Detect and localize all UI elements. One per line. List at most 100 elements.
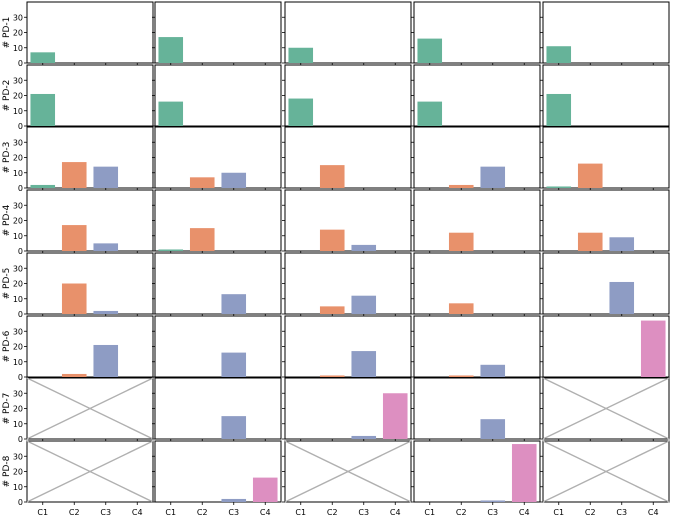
panel-r4-c2 <box>152 189 282 254</box>
x-tick-label-c2: C2 <box>327 508 338 517</box>
bar-c3 <box>351 295 377 314</box>
row-label-1: # PD-1 <box>2 17 12 49</box>
row-label-6: # PD-6 <box>2 330 12 362</box>
bar-c2 <box>319 375 345 377</box>
panel-r4-c4 <box>411 189 541 254</box>
bar-c1 <box>288 98 314 126</box>
panel-r3-c4 <box>411 126 541 191</box>
panel-r4-c3 <box>282 189 412 254</box>
x-tick-label-c4: C4 <box>132 508 143 517</box>
panel-frame <box>413 377 541 440</box>
panel-r7-c5 <box>540 377 670 442</box>
bar-c4 <box>252 477 278 502</box>
panel-r2-c2 <box>152 64 282 129</box>
x-tick-label-c1: C1 <box>553 508 564 517</box>
panel-frame <box>284 315 412 378</box>
empty-panel-cross <box>26 440 154 503</box>
bar-c2 <box>61 162 87 188</box>
row-label-2: # PD-2 <box>2 80 12 112</box>
panel-frame <box>284 126 412 189</box>
y-tick-label: 20 <box>13 92 23 101</box>
y-tick-label: 30 <box>13 201 23 210</box>
x-tick-label-c1: C1 <box>37 508 48 517</box>
y-tick-label: 10 <box>13 483 23 492</box>
bar-c3 <box>221 498 247 502</box>
panel-r7-c2 <box>152 377 282 442</box>
row-labels: # PD-1 # PD-2 # PD-3 # PD-4 # PD-5 # PD-6 # PD… <box>2 17 12 488</box>
panel-frame <box>154 126 282 189</box>
panel-r1-c2 <box>152 1 282 66</box>
panel-r5-c5 <box>540 252 670 317</box>
panel-frame <box>413 315 541 378</box>
bar-c3 <box>221 416 247 439</box>
y-tick-label: 10 <box>13 232 23 241</box>
y-tick-label: 10 <box>13 295 23 304</box>
panel-r4-c5 <box>540 189 670 254</box>
x-tick-label-c4: C4 <box>648 508 659 517</box>
panel-r7-c3 <box>282 377 412 442</box>
bar-c3 <box>351 435 377 439</box>
panel-frame <box>154 189 282 252</box>
panel-r8-c2 <box>152 440 282 505</box>
panel-frame <box>542 189 670 252</box>
panel-r1-c5 <box>540 1 670 66</box>
bar-c2 <box>448 303 474 314</box>
x-tick-label-c3: C3 <box>487 508 498 517</box>
x-tick-label-c4: C4 <box>519 508 530 517</box>
row-label-4: # PD-4 <box>2 204 12 236</box>
bar-c1 <box>417 38 443 63</box>
bar-c1 <box>30 184 56 188</box>
y-tick-label: 0 <box>18 310 23 319</box>
bar-c3 <box>93 166 119 188</box>
panel-frame <box>26 252 154 315</box>
y-tick-label: 30 <box>13 76 23 85</box>
empty-panel-cross <box>542 440 670 503</box>
panel-frame <box>413 126 541 189</box>
panel-r7-c1 <box>24 377 154 442</box>
panel-frame <box>26 189 154 252</box>
y-tick-label: 30 <box>13 13 23 22</box>
panel-r1-c3 <box>282 1 412 66</box>
y-tick-label: 20 <box>13 29 23 38</box>
panel-r1-c4 <box>411 1 541 66</box>
y-tick-label: 20 <box>13 343 23 352</box>
panel-r8-c4 <box>411 440 541 505</box>
row-label-5: # PD-5 <box>2 268 12 300</box>
empty-panel-cross <box>542 377 670 440</box>
y-tick-label: 10 <box>13 420 23 429</box>
y-tick-label: 20 <box>13 280 23 289</box>
x-tick-label-c3: C3 <box>616 508 627 517</box>
panel-r3-c1 <box>24 126 154 191</box>
panel-r8-c3 <box>282 440 412 505</box>
panel-frame <box>542 252 670 315</box>
bar-c1 <box>417 101 443 126</box>
y-tick-label: 0 <box>18 498 23 507</box>
y-tick-label: 20 <box>13 217 23 226</box>
bar-c3 <box>93 243 119 251</box>
bar-c4 <box>640 320 666 377</box>
panel-r6-c2 <box>152 315 282 380</box>
panel-r6-c4 <box>411 315 541 380</box>
x-tick-label-c2: C2 <box>585 508 596 517</box>
y-tick-label: 10 <box>13 169 23 178</box>
panel-r3-c5 <box>540 126 670 191</box>
bar-c3 <box>609 281 635 314</box>
panel-r2-c3 <box>282 64 412 129</box>
y-tick-label: 30 <box>13 327 23 336</box>
bar-c1 <box>158 101 184 126</box>
bar-c3 <box>609 237 635 251</box>
y-tick-label: 10 <box>13 44 23 53</box>
y-tick-label: 30 <box>13 389 23 398</box>
x-tick-label-c2: C2 <box>456 508 467 517</box>
panel-frame <box>284 189 412 252</box>
panel-grid <box>24 1 670 505</box>
y-tick-label: 0 <box>18 59 23 68</box>
y-tick-label: 10 <box>13 107 23 116</box>
bar-c3 <box>221 294 247 314</box>
panel-frame <box>413 252 541 315</box>
x-tick-labels: C1 C2 C3 C4 C1 C2 C3 C4 C1 C2 C3 C4 C1 C2 C3 C4 C1 C2 C3 C4 <box>37 508 658 517</box>
bar-c2 <box>448 184 474 188</box>
panel-frame <box>154 315 282 378</box>
panel-r4-c1 <box>24 189 154 254</box>
